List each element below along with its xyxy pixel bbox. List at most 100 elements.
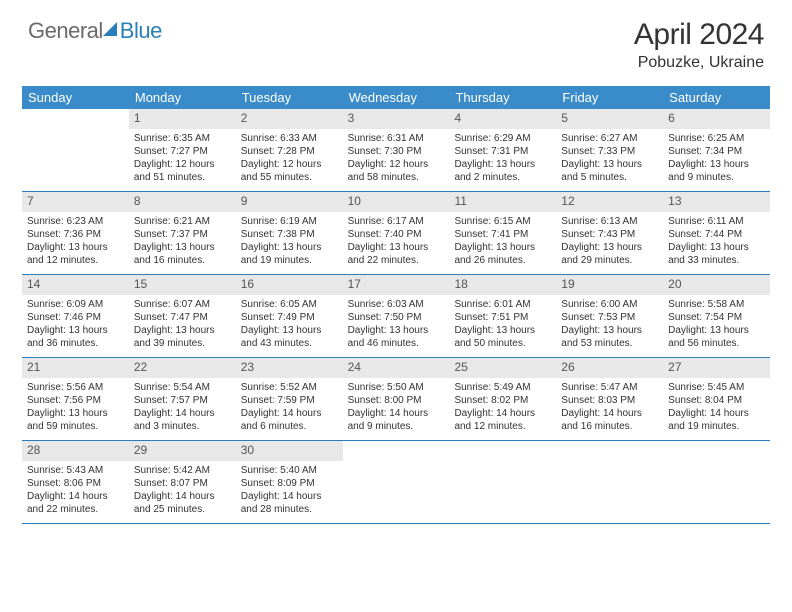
sunrise-text: Sunrise: 6:19 AM bbox=[241, 215, 338, 228]
daylight-text: Daylight: 13 hours and 43 minutes. bbox=[241, 324, 338, 350]
weeks-container: 1Sunrise: 6:35 AMSunset: 7:27 PMDaylight… bbox=[22, 109, 770, 524]
sunset-text: Sunset: 7:34 PM bbox=[668, 145, 765, 158]
logo-sail-icon bbox=[103, 22, 117, 36]
day-number: 29 bbox=[129, 441, 236, 461]
title-block: April 2024 Pobuzke, Ukraine bbox=[634, 18, 764, 72]
day-details: Sunrise: 6:21 AMSunset: 7:37 PMDaylight:… bbox=[129, 212, 236, 272]
sunrise-text: Sunrise: 6:00 AM bbox=[561, 298, 658, 311]
sunset-text: Sunset: 7:43 PM bbox=[561, 228, 658, 241]
sunrise-text: Sunrise: 5:52 AM bbox=[241, 381, 338, 394]
daylight-text: Daylight: 13 hours and 59 minutes. bbox=[27, 407, 124, 433]
calendar-cell: 11Sunrise: 6:15 AMSunset: 7:41 PMDayligh… bbox=[449, 192, 556, 274]
calendar-cell: 30Sunrise: 5:40 AMSunset: 8:09 PMDayligh… bbox=[236, 441, 343, 523]
sunset-text: Sunset: 7:54 PM bbox=[668, 311, 765, 324]
calendar: Sunday Monday Tuesday Wednesday Thursday… bbox=[22, 86, 770, 524]
calendar-cell: 19Sunrise: 6:00 AMSunset: 7:53 PMDayligh… bbox=[556, 275, 663, 357]
day-number: 3 bbox=[343, 109, 450, 129]
sunrise-text: Sunrise: 6:33 AM bbox=[241, 132, 338, 145]
calendar-cell: 21 Sunrise: 5:56 AMSunset: 7:56 PMDayligh… bbox=[22, 358, 129, 440]
sunrise-text: Sunrise: 6:17 AM bbox=[348, 215, 445, 228]
week-row: 21Sunrise: 5:56 AMSunset: 7:56 PMDayligh… bbox=[22, 358, 770, 441]
sunrise-text: Sunrise: 6:23 AM bbox=[27, 215, 124, 228]
daylight-text: Daylight: 13 hours and 53 minutes. bbox=[561, 324, 658, 350]
day-details: Sunrise: 5:40 AMSunset: 8:09 PMDaylight:… bbox=[236, 461, 343, 521]
calendar-cell: 8Sunrise: 6:21 AMSunset: 7:37 PMDaylight… bbox=[129, 192, 236, 274]
sunset-text: Sunset: 8:00 PM bbox=[348, 394, 445, 407]
calendar-cell: 29Sunrise: 5:42 AMSunset: 8:07 PMDayligh… bbox=[129, 441, 236, 523]
day-number: 7 bbox=[22, 192, 129, 212]
day-details: Sunrise: 5:43 AMSunset: 8:06 PMDaylight:… bbox=[22, 461, 129, 521]
day-number: 23 bbox=[236, 358, 343, 378]
day-details: Sunrise: 5:52 AMSunset: 7:59 PMDaylight:… bbox=[236, 378, 343, 438]
sunrise-text: Sunrise: 5:54 AM bbox=[134, 381, 231, 394]
daylight-text: Daylight: 13 hours and 50 minutes. bbox=[454, 324, 551, 350]
sunrise-text: Sunrise: 6:31 AM bbox=[348, 132, 445, 145]
calendar-cell: 17Sunrise: 6:03 AMSunset: 7:50 PMDayligh… bbox=[343, 275, 450, 357]
sunset-text: Sunset: 7:41 PM bbox=[454, 228, 551, 241]
sunrise-text: Sunrise: 6:21 AM bbox=[134, 215, 231, 228]
daylight-text: Daylight: 13 hours and 22 minutes. bbox=[348, 241, 445, 267]
day-header-wednesday: Wednesday bbox=[343, 86, 450, 109]
header: General Blue April 2024 Pobuzke, Ukraine bbox=[0, 0, 792, 80]
calendar-cell: 14Sunrise: 6:09 AMSunset: 7:46 PMDayligh… bbox=[22, 275, 129, 357]
sunrise-text: Sunrise: 6:11 AM bbox=[668, 215, 765, 228]
sunset-text: Sunset: 7:51 PM bbox=[454, 311, 551, 324]
sunrise-text: Sunrise: 5:49 AM bbox=[454, 381, 551, 394]
day-header-thursday: Thursday bbox=[449, 86, 556, 109]
sunset-text: Sunset: 7:49 PM bbox=[241, 311, 338, 324]
day-details: Sunrise: 6:01 AMSunset: 7:51 PMDaylight:… bbox=[449, 295, 556, 355]
sunset-text: Sunset: 7:37 PM bbox=[134, 228, 231, 241]
daylight-text: Daylight: 13 hours and 56 minutes. bbox=[668, 324, 765, 350]
sunset-text: Sunset: 7:33 PM bbox=[561, 145, 658, 158]
sunset-text: Sunset: 7:27 PM bbox=[134, 145, 231, 158]
calendar-cell: 9Sunrise: 6:19 AMSunset: 7:38 PMDaylight… bbox=[236, 192, 343, 274]
sunrise-text: Sunrise: 5:40 AM bbox=[241, 464, 338, 477]
calendar-cell bbox=[22, 109, 129, 191]
day-details: Sunrise: 5:54 AMSunset: 7:57 PMDaylight:… bbox=[129, 378, 236, 438]
daylight-text: Daylight: 14 hours and 22 minutes. bbox=[27, 490, 124, 516]
logo-text-general: General bbox=[28, 18, 103, 44]
week-row: 7Sunrise: 6:23 AMSunset: 7:36 PMDaylight… bbox=[22, 192, 770, 275]
sunset-text: Sunset: 7:31 PM bbox=[454, 145, 551, 158]
day-number: 21 bbox=[22, 358, 129, 378]
calendar-cell: 24Sunrise: 5:50 AMSunset: 8:00 PMDayligh… bbox=[343, 358, 450, 440]
sunrise-text: Sunrise: 6:25 AM bbox=[668, 132, 765, 145]
day-number: 26 bbox=[556, 358, 663, 378]
sunset-text: Sunset: 8:04 PM bbox=[668, 394, 765, 407]
sunrise-text: Sunrise: 5:43 AM bbox=[27, 464, 124, 477]
calendar-cell: 18Sunrise: 6:01 AMSunset: 7:51 PMDayligh… bbox=[449, 275, 556, 357]
day-number: 11 bbox=[449, 192, 556, 212]
sunrise-text: Sunrise: 5:56 AM bbox=[27, 381, 124, 394]
sunrise-text: Sunrise: 6:07 AM bbox=[134, 298, 231, 311]
day-details: Sunrise: 5:49 AMSunset: 8:02 PMDaylight:… bbox=[449, 378, 556, 438]
sunset-text: Sunset: 7:53 PM bbox=[561, 311, 658, 324]
calendar-cell: 25Sunrise: 5:49 AMSunset: 8:02 PMDayligh… bbox=[449, 358, 556, 440]
day-number: 27 bbox=[663, 358, 770, 378]
sunrise-text: Sunrise: 6:05 AM bbox=[241, 298, 338, 311]
sunrise-text: Sunrise: 6:03 AM bbox=[348, 298, 445, 311]
calendar-cell: 16Sunrise: 6:05 AMSunset: 7:49 PMDayligh… bbox=[236, 275, 343, 357]
calendar-cell bbox=[449, 441, 556, 523]
day-details: Sunrise: 6:00 AMSunset: 7:53 PMDaylight:… bbox=[556, 295, 663, 355]
day-details: Sunrise: 6:19 AMSunset: 7:38 PMDaylight:… bbox=[236, 212, 343, 272]
day-details: Sunrise: 6:13 AMSunset: 7:43 PMDaylight:… bbox=[556, 212, 663, 272]
daylight-text: Daylight: 13 hours and 2 minutes. bbox=[454, 158, 551, 184]
day-number: 20 bbox=[663, 275, 770, 295]
daylight-text: Daylight: 14 hours and 16 minutes. bbox=[561, 407, 658, 433]
daylight-text: Daylight: 13 hours and 39 minutes. bbox=[134, 324, 231, 350]
calendar-cell: 26Sunrise: 5:47 AMSunset: 8:03 PMDayligh… bbox=[556, 358, 663, 440]
sunrise-text: Sunrise: 5:50 AM bbox=[348, 381, 445, 394]
day-details: Sunrise: 6:31 AMSunset: 7:30 PMDaylight:… bbox=[343, 129, 450, 189]
day-header-row: Sunday Monday Tuesday Wednesday Thursday… bbox=[22, 86, 770, 109]
sunrise-text: Sunrise: 5:42 AM bbox=[134, 464, 231, 477]
calendar-cell: 13Sunrise: 6:11 AMSunset: 7:44 PMDayligh… bbox=[663, 192, 770, 274]
calendar-cell: 1Sunrise: 6:35 AMSunset: 7:27 PMDaylight… bbox=[129, 109, 236, 191]
month-title: April 2024 bbox=[634, 18, 764, 52]
day-details: Sunrise: 6:23 AMSunset: 7:36 PMDaylight:… bbox=[22, 212, 129, 272]
sunset-text: Sunset: 7:44 PM bbox=[668, 228, 765, 241]
day-details: Sunrise: 6:35 AMSunset: 7:27 PMDaylight:… bbox=[129, 129, 236, 189]
day-number: 13 bbox=[663, 192, 770, 212]
sunrise-text: Sunrise: 6:29 AM bbox=[454, 132, 551, 145]
sunset-text: Sunset: 7:56 PM bbox=[27, 394, 124, 407]
day-details: Sunrise: 6:29 AMSunset: 7:31 PMDaylight:… bbox=[449, 129, 556, 189]
